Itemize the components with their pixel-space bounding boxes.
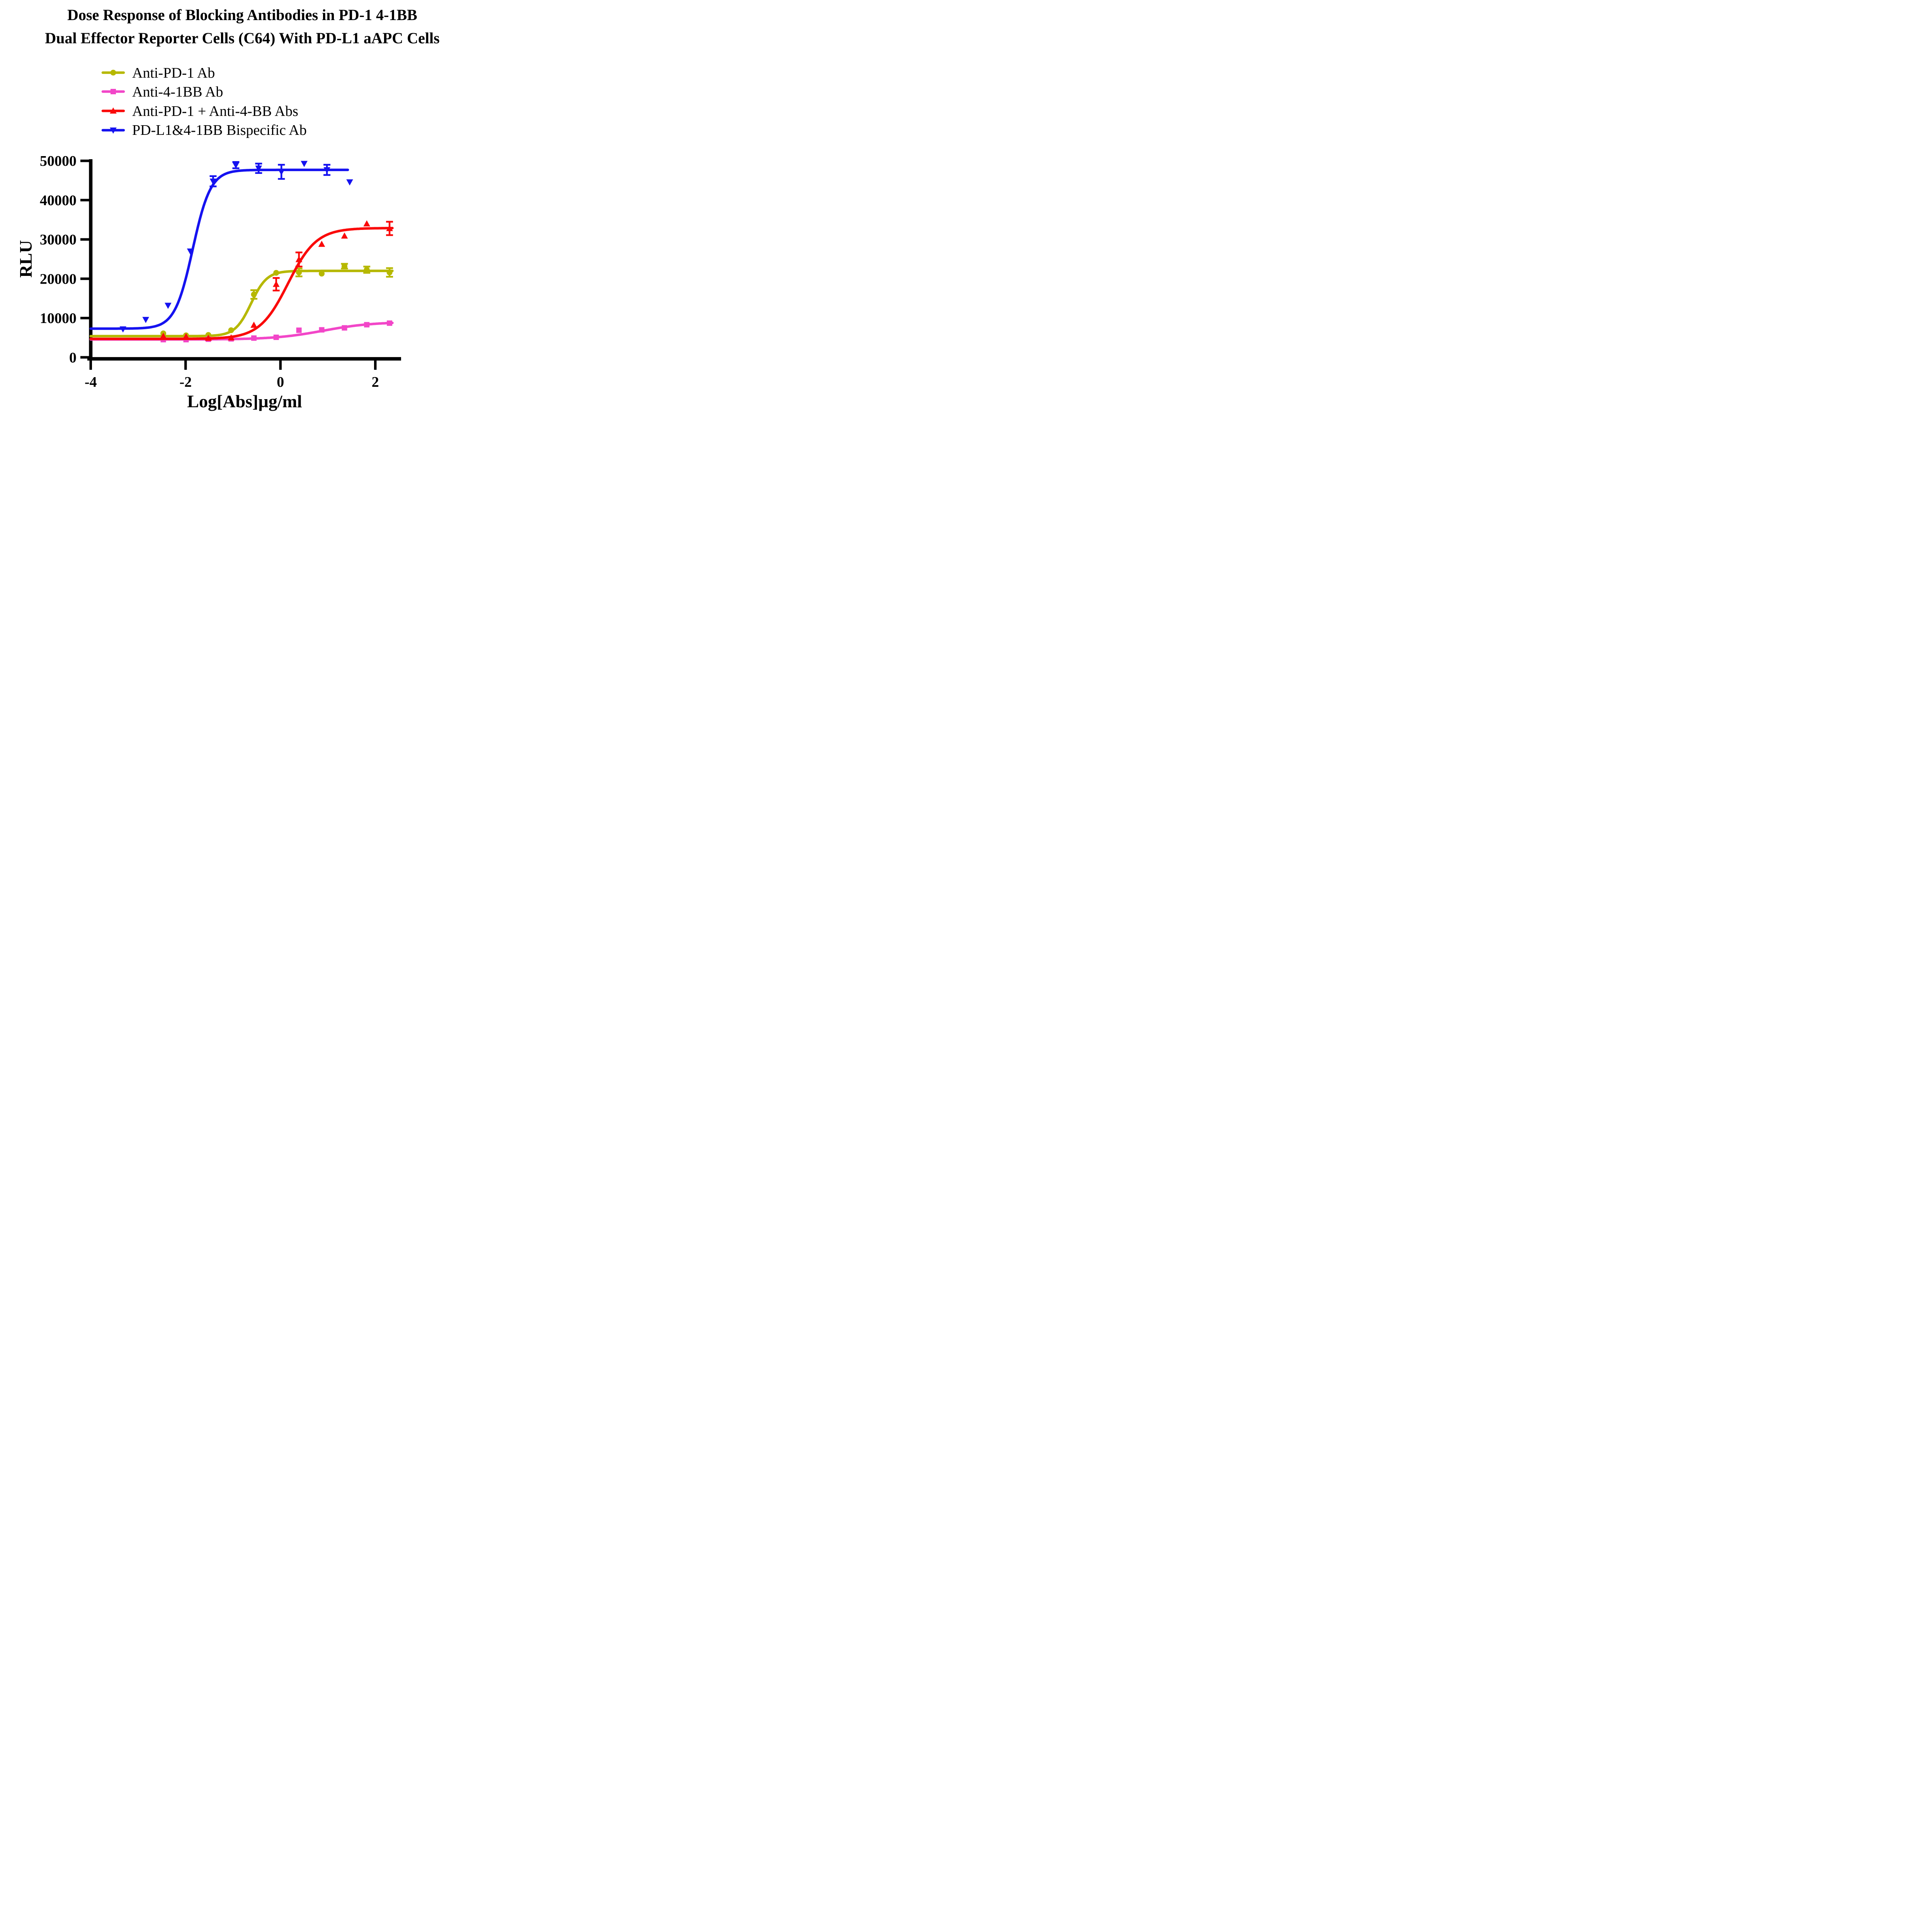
x-tick-label: -4 [85,374,97,390]
data-point-anti-pd-1-plus-anti-4-bb-abs [295,256,303,262]
fit-curve-pd-l1-4-1bb-bispecific-ab [89,168,349,330]
data-point-pd-l1-4-1bb-bispecific-ab [119,326,127,333]
legend-item-anti-4-1bb-ab: Anti-4-1BB Ab [101,84,223,100]
chart-title-line2: Dual Effector Reporter Cells (C64) With … [45,29,439,47]
legend-item-bispecific-ab: PD-L1&4-1BB Bispecific Ab [101,122,307,138]
data-point-pd-l1-4-1bb-bispecific-ab [187,248,194,255]
legend-marker-square-icon [101,89,125,94]
data-point-pd-l1-4-1bb-bispecific-ab [323,167,330,173]
data-point-anti-pd-1-ab [296,269,302,276]
data-point-pd-l1-4-1bb-bispecific-ab [278,169,285,175]
legend-label: Anti-PD-1 Ab [132,65,215,81]
x-tick-label: -2 [179,374,192,390]
series-anti-pd-1-plus-anti-4-bb-abs [89,220,394,341]
data-point-legend-3 [110,128,117,134]
legend-marker-triangle-down-icon [101,128,125,134]
data-point-legend-2 [110,107,117,114]
legend-label: PD-L1&4-1BB Bispecific Ab [132,122,307,138]
y-tick-label: 20000 [40,271,77,287]
data-point-anti-4-1bb-ab [342,325,347,331]
y-tick-label: 30000 [40,232,77,248]
y-axis-title: RLU [16,240,36,277]
data-point-pd-l1-4-1bb-bispecific-ab [346,179,353,186]
data-point-anti-pd-1-ab [273,270,279,276]
data-point-anti-4-1bb-ab [296,327,302,333]
data-point-pd-l1-4-1bb-bispecific-ab [209,179,217,185]
data-point-anti-pd-1-ab [386,269,393,276]
y-tick-label: 50000 [40,153,77,169]
x-tick-label: 0 [277,374,284,390]
legend-item-anti-pd-1-ab: Anti-PD-1 Ab [101,65,215,81]
chart-title: Dose Response of Blocking Antibodies in … [45,6,439,47]
series-pd-l1-4-1bb-bispecific-ab [89,161,353,333]
data-point-pd-l1-4-1bb-bispecific-ab [232,162,240,169]
data-point-legend-1 [111,89,116,94]
legend-marker-circle-icon [101,70,125,76]
data-point-anti-pd-1-plus-anti-4-bb-abs [272,281,280,287]
data-point-anti-pd-1-ab [342,263,348,269]
data-point-anti-pd-1-plus-anti-4-bb-abs [205,334,212,341]
x-axis-title: Log[Abs]µg/ml [187,391,302,411]
data-point-anti-pd-1-ab [251,291,257,298]
data-point-anti-pd-1-plus-anti-4-bb-abs [228,334,235,340]
data-point-legend-0 [110,70,116,76]
figure-root: Dose Response of Blocking Antibodies in … [0,0,485,419]
data-point-anti-pd-1-plus-anti-4-bb-abs [250,321,257,328]
y-tick-label: 40000 [40,192,77,209]
data-point-pd-l1-4-1bb-bispecific-ab [165,303,172,309]
data-point-anti-pd-1-ab [319,270,325,277]
data-point-pd-l1-4-1bb-bispecific-ab [142,317,149,323]
data-point-pd-l1-4-1bb-bispecific-ab [255,165,262,172]
chart-legend: Anti-PD-1 Ab Anti-4-1BB Ab Anti-PD-1 + A… [101,65,307,138]
data-point-anti-4-1bb-ab [319,327,325,333]
y-tick-label: 0 [69,350,77,366]
dose-response-chart: Dose Response of Blocking Antibodies in … [16,6,440,411]
chart-title-line1: Dose Response of Blocking Antibodies in … [67,6,417,24]
data-point-anti-4-1bb-ab [364,322,370,328]
fit-curve-anti-pd-1-ab [89,269,394,338]
plot-area [89,161,394,343]
fit-curve-anti-pd-1-plus-anti-4-bb-abs [89,227,394,340]
data-point-anti-4-1bb-ab [251,335,257,341]
legend-label: Anti-PD-1 + Anti-4-BB Abs [132,103,298,119]
data-point-anti-pd-1-plus-anti-4-bb-abs [386,225,393,231]
data-point-anti-pd-1-plus-anti-4-bb-abs [318,240,325,247]
data-point-anti-pd-1-plus-anti-4-bb-abs [341,232,348,239]
data-point-anti-pd-1-plus-anti-4-bb-abs [182,333,190,339]
data-point-anti-pd-1-plus-anti-4-bb-abs [363,220,371,226]
y-tick-label: 10000 [40,310,77,327]
data-point-anti-pd-1-ab [228,327,234,333]
data-point-pd-l1-4-1bb-bispecific-ab [301,161,308,167]
data-point-anti-pd-1-plus-anti-4-bb-abs [160,332,167,339]
data-point-anti-pd-1-ab [364,267,370,273]
legend-item-combo-abs: Anti-PD-1 + Anti-4-BB Abs [101,103,298,119]
data-point-anti-4-1bb-ab [273,334,279,340]
x-tick-label: 2 [372,374,379,390]
legend-label: Anti-4-1BB Ab [132,84,223,100]
data-point-anti-4-1bb-ab [387,320,393,326]
axes: -4 -2 0 2 0 10000 20000 30000 40000 50000 [40,153,401,390]
legend-marker-triangle-up-icon [101,107,125,114]
